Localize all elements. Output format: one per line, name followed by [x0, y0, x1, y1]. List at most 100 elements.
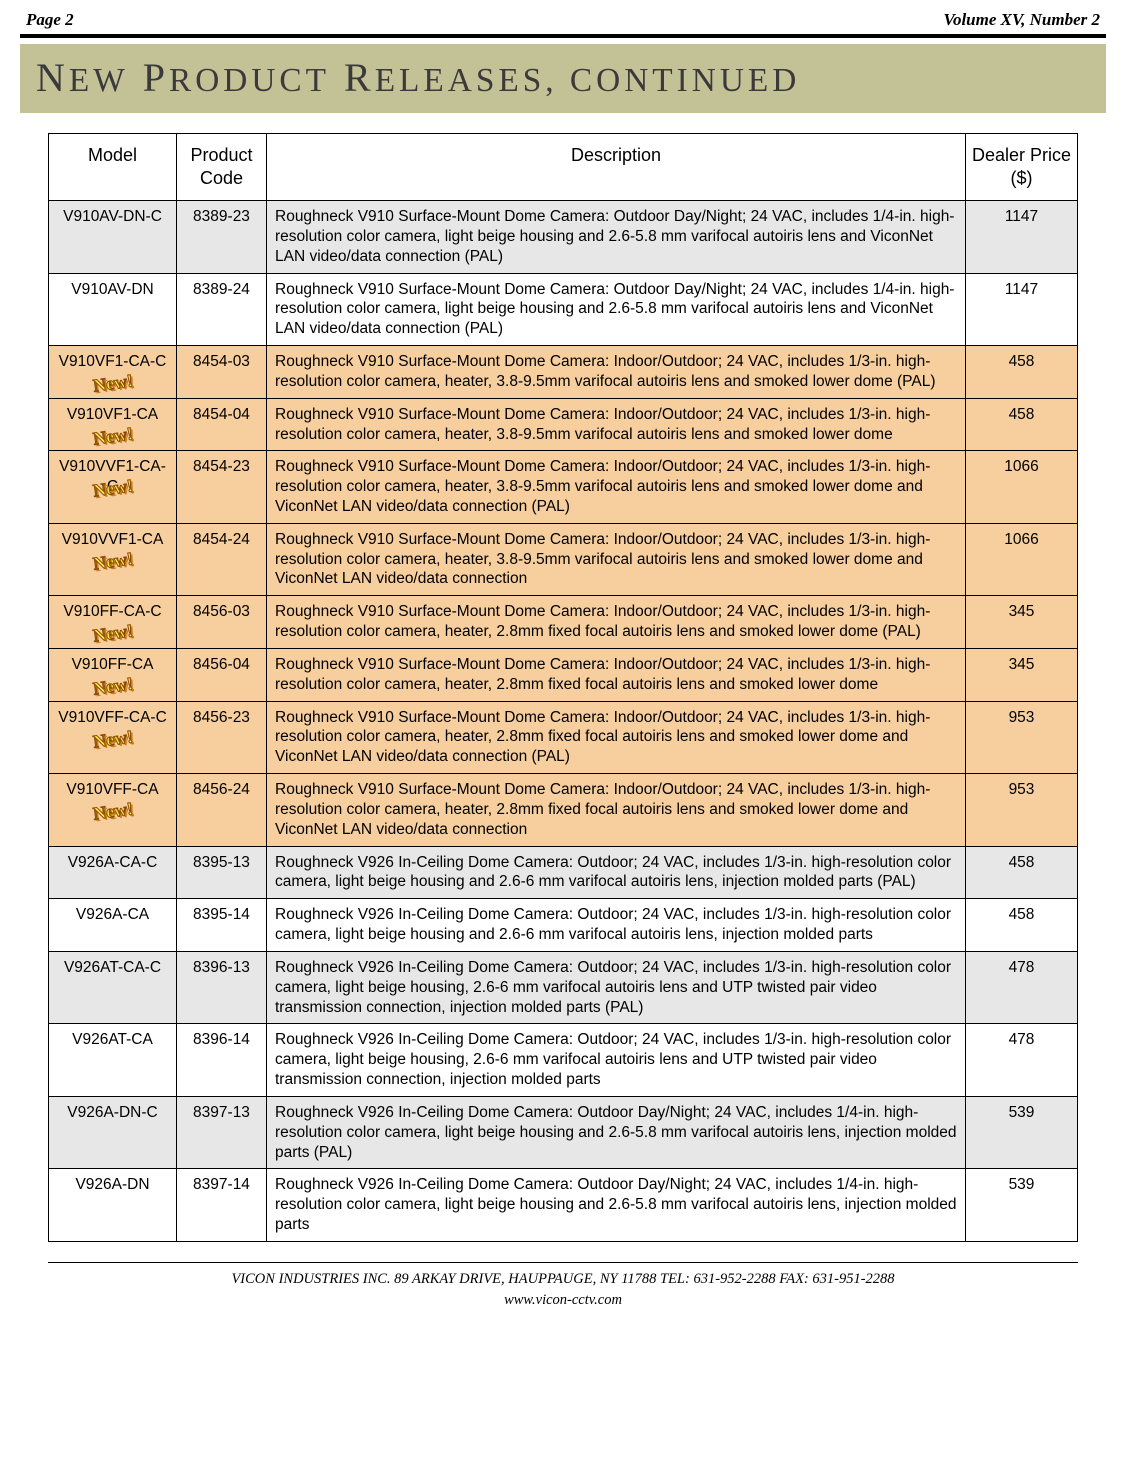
col-model: Model: [49, 134, 177, 201]
cell-code: 8456-04: [177, 648, 267, 701]
cell-price: 478: [966, 1024, 1078, 1096]
cell-model: V910VFF-CA-CNew!: [49, 701, 177, 773]
table-row: V926A-CA-C8395-13Roughneck V926 In-Ceili…: [49, 846, 1078, 899]
cell-price: 478: [966, 951, 1078, 1023]
cell-code: 8454-04: [177, 398, 267, 451]
cell-price: 458: [966, 846, 1078, 899]
cell-code: 8396-14: [177, 1024, 267, 1096]
banner-title: NEW PRODUCT RELEASES, CONTINUED: [36, 55, 800, 100]
cell-description: Roughneck V910 Surface-Mount Dome Camera…: [267, 273, 966, 345]
table-row: V910FF-CANew!8456-04Roughneck V910 Surfa…: [49, 648, 1078, 701]
cell-code: 8456-23: [177, 701, 267, 773]
table-row: V910VFF-CANew!8456-24Roughneck V910 Surf…: [49, 774, 1078, 846]
table-header-row: Model Product Code Description Dealer Pr…: [49, 134, 1078, 201]
cell-model: V926AT-CA: [49, 1024, 177, 1096]
cell-description: Roughneck V910 Surface-Mount Dome Camera…: [267, 398, 966, 451]
cell-description: Roughneck V910 Surface-Mount Dome Camera…: [267, 648, 966, 701]
volume-label: Volume XV, Number 2: [943, 10, 1100, 30]
table-row: V910AV-DN-C8389-23Roughneck V910 Surface…: [49, 201, 1078, 273]
table-row: V910FF-CA-CNew!8456-03Roughneck V910 Sur…: [49, 596, 1078, 649]
table-row: V910AV-DN8389-24Roughneck V910 Surface-M…: [49, 273, 1078, 345]
col-price: Dealer Price ($): [966, 134, 1078, 201]
cell-description: Roughneck V926 In-Ceiling Dome Camera: O…: [267, 899, 966, 952]
cell-description: Roughneck V926 In-Ceiling Dome Camera: O…: [267, 1024, 966, 1096]
cell-description: Roughneck V926 In-Ceiling Dome Camera: O…: [267, 1169, 966, 1241]
col-desc: Description: [267, 134, 966, 201]
cell-code: 8389-24: [177, 273, 267, 345]
cell-code: 8396-13: [177, 951, 267, 1023]
cell-price: 458: [966, 899, 1078, 952]
cell-price: 1147: [966, 201, 1078, 273]
new-badge-icon: New!: [91, 547, 134, 575]
cell-code: 8397-14: [177, 1169, 267, 1241]
new-badge-icon: New!: [91, 797, 134, 825]
table-row: V926A-DN-C8397-13Roughneck V926 In-Ceili…: [49, 1096, 1078, 1168]
cell-model: V910VF1-CANew!: [49, 398, 177, 451]
footer-line-1: VICON INDUSTRIES INC. 89 ARKAY DRIVE, HA…: [20, 1269, 1106, 1290]
footer-line-2: www.vicon-cctv.com: [20, 1290, 1106, 1311]
new-badge-icon: New!: [91, 369, 134, 397]
cell-description: Roughneck V910 Surface-Mount Dome Camera…: [267, 701, 966, 773]
cell-description: Roughneck V926 In-Ceiling Dome Camera: O…: [267, 951, 966, 1023]
cell-code: 8456-03: [177, 596, 267, 649]
cell-price: 1066: [966, 523, 1078, 595]
new-badge-icon: New!: [91, 620, 134, 648]
col-code: Product Code: [177, 134, 267, 201]
table-row: V926A-DN8397-14Roughneck V926 In-Ceiling…: [49, 1169, 1078, 1241]
page-number-label: Page 2: [26, 10, 74, 30]
cell-model: V910VVF1-CANew!: [49, 523, 177, 595]
cell-price: 458: [966, 346, 1078, 399]
table-row: V910VF1-CANew!8454-04Roughneck V910 Surf…: [49, 398, 1078, 451]
table-row: V926AT-CA8396-14Roughneck V926 In-Ceilin…: [49, 1024, 1078, 1096]
cell-code: 8389-23: [177, 201, 267, 273]
cell-model: V926A-DN-C: [49, 1096, 177, 1168]
table-row: V910VVF1-CA-CNew!8454-23Roughneck V910 S…: [49, 451, 1078, 523]
cell-description: Roughneck V910 Surface-Mount Dome Camera…: [267, 201, 966, 273]
cell-model: V910VF1-CA-CNew!: [49, 346, 177, 399]
cell-price: 953: [966, 774, 1078, 846]
cell-price: 953: [966, 701, 1078, 773]
footer-rule: [48, 1262, 1078, 1263]
page-header: Page 2 Volume XV, Number 2: [20, 10, 1106, 34]
cell-model: V910AV-DN-C: [49, 201, 177, 273]
cell-description: Roughneck V910 Surface-Mount Dome Camera…: [267, 596, 966, 649]
cell-description: Roughneck V926 In-Ceiling Dome Camera: O…: [267, 1096, 966, 1168]
table-row: V926AT-CA-C8396-13Roughneck V926 In-Ceil…: [49, 951, 1078, 1023]
cell-model: V926A-CA: [49, 899, 177, 952]
cell-code: 8395-13: [177, 846, 267, 899]
cell-description: Roughneck V910 Surface-Mount Dome Camera…: [267, 346, 966, 399]
header-rule: [20, 34, 1106, 38]
cell-model: V910FF-CA-CNew!: [49, 596, 177, 649]
table-row: V910VVF1-CANew!8454-24Roughneck V910 Sur…: [49, 523, 1078, 595]
cell-price: 1147: [966, 273, 1078, 345]
new-badge-icon: New!: [91, 475, 134, 503]
cell-code: 8454-03: [177, 346, 267, 399]
cell-price: 539: [966, 1096, 1078, 1168]
cell-model: V910VVF1-CA-CNew!: [49, 451, 177, 523]
cell-code: 8454-23: [177, 451, 267, 523]
products-table: Model Product Code Description Dealer Pr…: [48, 133, 1078, 1242]
cell-model: V926A-CA-C: [49, 846, 177, 899]
cell-price: 458: [966, 398, 1078, 451]
cell-price: 1066: [966, 451, 1078, 523]
cell-model: V926A-DN: [49, 1169, 177, 1241]
cell-model: V910FF-CANew!: [49, 648, 177, 701]
new-badge-icon: New!: [91, 725, 134, 753]
new-badge-icon: New!: [91, 422, 134, 450]
cell-description: Roughneck V926 In-Ceiling Dome Camera: O…: [267, 846, 966, 899]
table-row: V926A-CA8395-14Roughneck V926 In-Ceiling…: [49, 899, 1078, 952]
table-row: V910VF1-CA-CNew!8454-03Roughneck V910 Su…: [49, 346, 1078, 399]
table-body: V910AV-DN-C8389-23Roughneck V910 Surface…: [49, 201, 1078, 1242]
cell-code: 8454-24: [177, 523, 267, 595]
cell-price: 539: [966, 1169, 1078, 1241]
cell-description: Roughneck V910 Surface-Mount Dome Camera…: [267, 523, 966, 595]
cell-price: 345: [966, 648, 1078, 701]
cell-model: V910AV-DN: [49, 273, 177, 345]
cell-code: 8456-24: [177, 774, 267, 846]
table-row: V910VFF-CA-CNew!8456-23Roughneck V910 Su…: [49, 701, 1078, 773]
cell-description: Roughneck V910 Surface-Mount Dome Camera…: [267, 451, 966, 523]
cell-code: 8397-13: [177, 1096, 267, 1168]
new-badge-icon: New!: [91, 672, 134, 700]
cell-description: Roughneck V910 Surface-Mount Dome Camera…: [267, 774, 966, 846]
cell-code: 8395-14: [177, 899, 267, 952]
